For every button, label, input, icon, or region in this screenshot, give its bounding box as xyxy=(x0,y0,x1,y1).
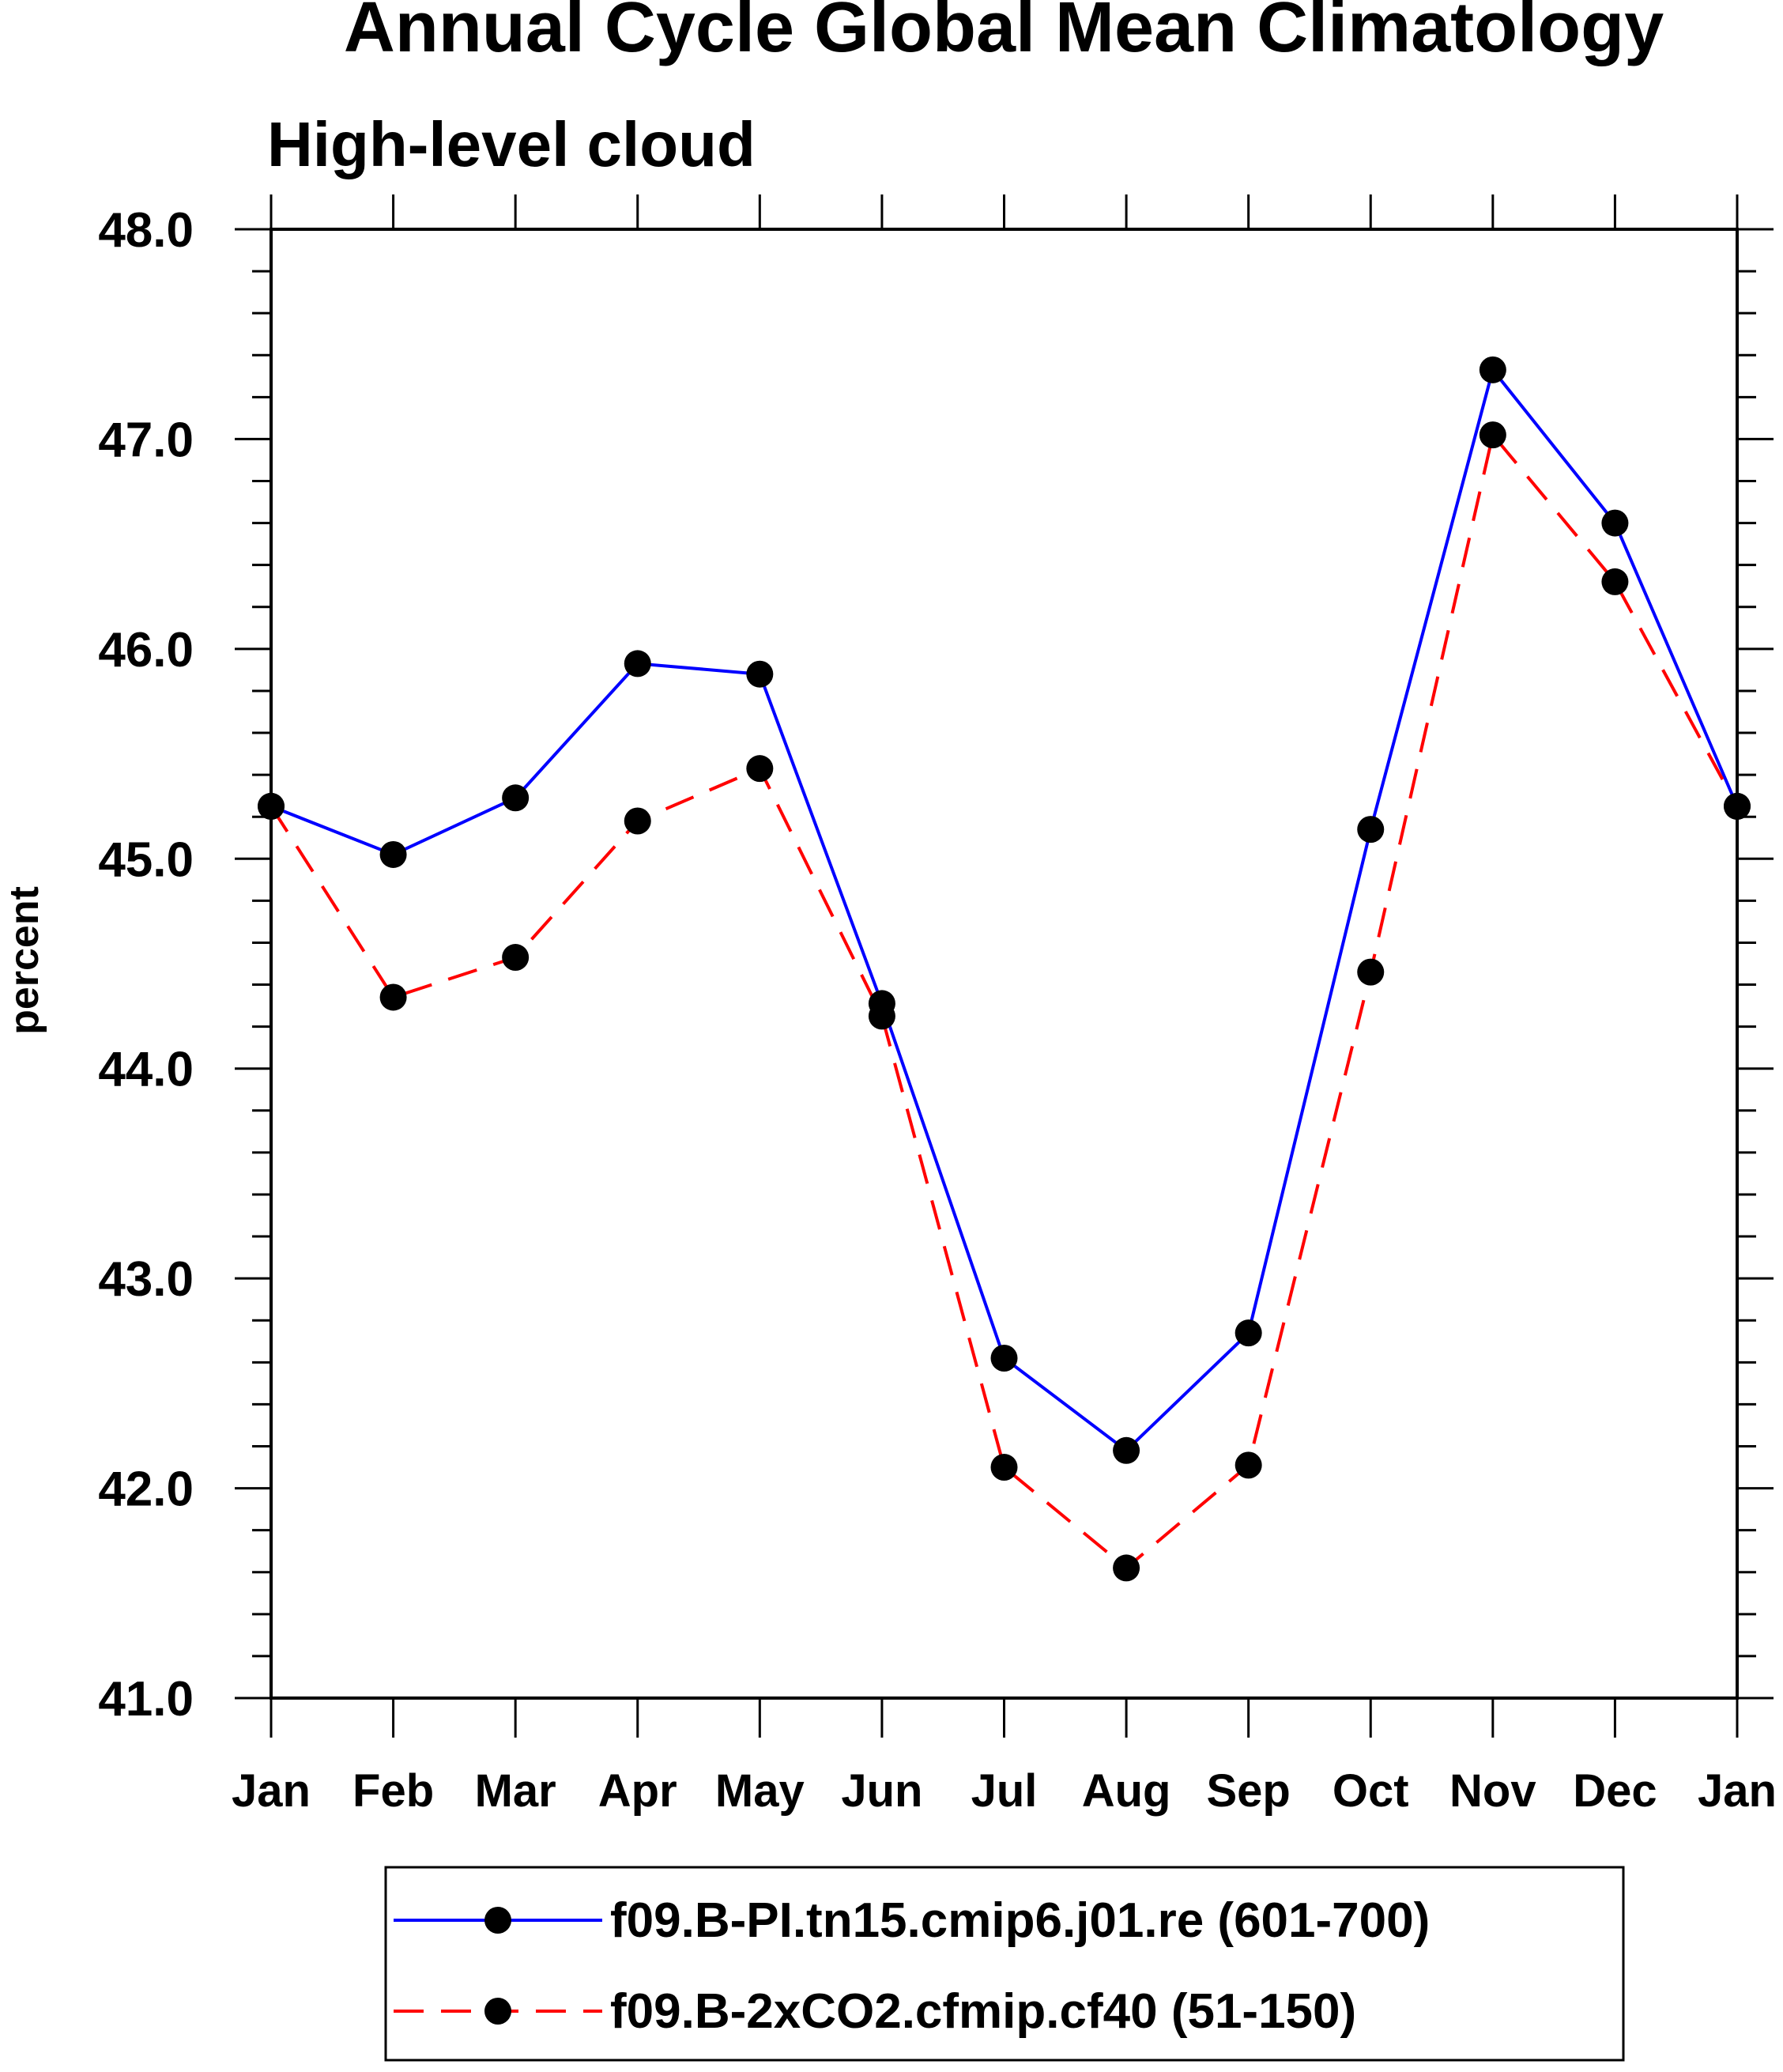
x-tick-label: Oct xyxy=(1333,1765,1409,1817)
y-tick-label: 41.0 xyxy=(98,1672,194,1727)
series-1-point xyxy=(502,784,530,812)
x-tick-label: May xyxy=(715,1765,805,1817)
legend-marker-2 xyxy=(484,1998,511,2025)
series-layer xyxy=(258,356,1751,1582)
series-1-point xyxy=(379,840,407,868)
y-axis-label: percent xyxy=(2,886,47,1035)
y-tick-label: 43.0 xyxy=(98,1252,194,1307)
x-tick-label: Jul xyxy=(971,1765,1038,1817)
series-2-point xyxy=(379,983,407,1011)
x-tick-label: Jun xyxy=(841,1765,922,1817)
series-1-point xyxy=(1235,1319,1262,1347)
chart-title: Annual Cycle Global Mean Climatology xyxy=(344,0,1664,67)
series-2-point xyxy=(1357,958,1385,986)
legend-label-1: f09.B-PI.tn15.cmip6.j01.re (601-700) xyxy=(610,1893,1430,1948)
x-tick-label: Mar xyxy=(475,1765,556,1817)
series-2-point xyxy=(990,1454,1018,1481)
legend-label-2: f09.B-2xCO2.cfmip.cf40 (51-150) xyxy=(610,1984,1356,2039)
series-2-point xyxy=(1235,1451,1262,1479)
x-tick-label: Apr xyxy=(598,1765,677,1817)
series-2-point xyxy=(502,944,530,972)
series-1-point xyxy=(746,660,774,688)
series-2-point xyxy=(1479,421,1506,449)
y-tick-label: 46.0 xyxy=(98,623,194,677)
series-2-point xyxy=(624,807,651,835)
series-2-point xyxy=(1724,792,1751,820)
x-tick-label: Jan xyxy=(232,1765,311,1817)
legend: f09.B-PI.tn15.cmip6.j01.re (601-700) f09… xyxy=(384,1866,1625,2062)
legend-box xyxy=(384,1866,1625,2062)
series-line-2 xyxy=(270,431,1739,1571)
y-tick-label: 44.0 xyxy=(98,1043,194,1097)
series-1-point xyxy=(1479,356,1506,383)
y-tick-label: 45.0 xyxy=(98,832,194,887)
series-1-point xyxy=(1113,1436,1140,1464)
x-tick-label: Sep xyxy=(1206,1765,1290,1817)
series-1-point xyxy=(990,1345,1018,1372)
x-tick-label: Feb xyxy=(352,1765,434,1817)
series-1-point xyxy=(1601,509,1629,537)
series-line-1 xyxy=(270,366,1739,1453)
x-tick-label: Dec xyxy=(1573,1765,1657,1817)
chart-subtitle: High-level cloud xyxy=(267,109,756,179)
legend-marker-1 xyxy=(484,1907,511,1934)
y-tick-label: 42.0 xyxy=(98,1462,194,1517)
series-2-point xyxy=(258,792,285,820)
x-tick-label: Jan xyxy=(1698,1765,1777,1817)
series-1-point xyxy=(624,650,651,677)
x-tick-label: Nov xyxy=(1449,1765,1536,1817)
x-tick-label: Aug xyxy=(1082,1765,1171,1817)
series-2-point xyxy=(746,755,774,783)
plot-axes: 41.0 42.0 43.0 44.0 45.0 46.0 47.0 48.0 Jan Feb Ma… xyxy=(98,194,1777,1817)
y-tick-label: 47.0 xyxy=(98,413,194,467)
series-2-point xyxy=(1601,568,1629,595)
series-1-point xyxy=(1357,816,1385,844)
y-tick-label: 48.0 xyxy=(98,203,194,258)
series-2-point xyxy=(1113,1554,1140,1582)
series-2-point xyxy=(868,1002,895,1030)
